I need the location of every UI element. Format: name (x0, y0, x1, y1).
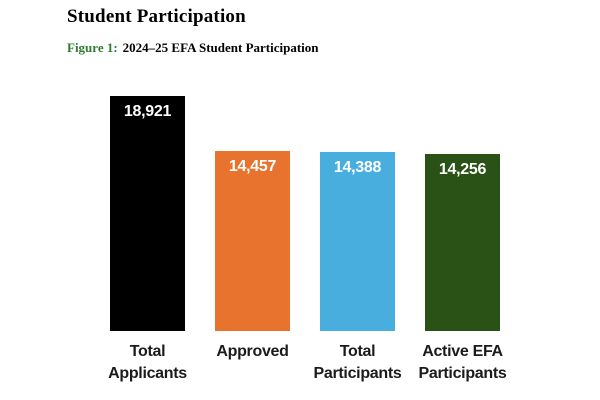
bar-approved: 14,457 (215, 151, 290, 331)
category-label-approved: Approved (183, 341, 323, 363)
bar-total-participants: 14,388 (320, 152, 395, 331)
category-label-line: Participants (313, 365, 402, 382)
category-label-active-efa-participants: Active EFA Participants (393, 341, 533, 385)
figure-caption: Figure 1: 2024–25 EFA Student Participati… (67, 40, 319, 56)
bar-value-label: 14,388 (333, 159, 382, 176)
category-label-line: Total (339, 343, 376, 360)
category-label-line: Active EFA (422, 343, 503, 360)
bar-value-label: 18,921 (123, 103, 172, 120)
page-title: Student Participation (67, 6, 246, 27)
category-label-line: Participants (418, 365, 507, 382)
category-label-line: Approved (216, 343, 289, 360)
bar-active-efa-participants: 14,256 (425, 154, 500, 331)
category-label-line: Total (129, 343, 166, 360)
bar-value-label: 14,256 (438, 161, 487, 178)
category-label-total-participants: Total Participants (288, 341, 428, 385)
figure-label: Figure 1: (67, 40, 118, 55)
category-label-total-applicants: Total Applicants (78, 341, 218, 385)
category-label-line: Applicants (108, 365, 187, 382)
bar-value-label: 14,457 (228, 158, 277, 175)
bar-total-applicants: 18,921 (110, 96, 185, 331)
figure-caption-text: 2024–25 EFA Student Participation (122, 40, 319, 55)
